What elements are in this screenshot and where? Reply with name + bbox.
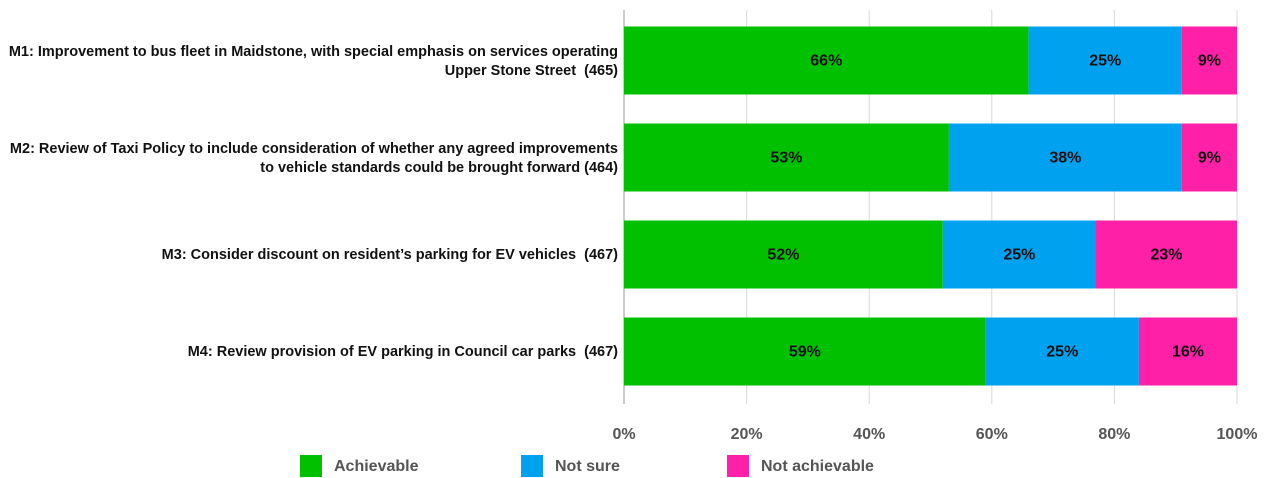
x-tick-label: 100% xyxy=(1217,426,1258,443)
bar-segment xyxy=(624,123,949,192)
data-label: 25% xyxy=(1046,344,1078,361)
legend-label: Not sure xyxy=(555,458,620,475)
category-label: M2: Review of Taxi Policy to include con… xyxy=(9,140,623,176)
bar-segment xyxy=(1096,220,1237,289)
legend-label: Not achievable xyxy=(761,458,874,475)
data-label: 52% xyxy=(767,247,799,264)
category-label: M3: Consider discount on resident’s park… xyxy=(161,247,618,263)
bar-segment xyxy=(985,317,1139,386)
data-label: 53% xyxy=(770,150,802,167)
data-label: 66% xyxy=(810,53,842,70)
bar-segment xyxy=(1181,26,1237,95)
data-label: 23% xyxy=(1150,247,1182,264)
bar-segment xyxy=(1028,26,1182,95)
category-label: M4: Review provision of EV parking in Co… xyxy=(187,344,618,360)
bar-segment xyxy=(942,220,1097,289)
x-tick-label: 80% xyxy=(1098,426,1130,443)
data-label: 9% xyxy=(1198,150,1221,167)
x-tick-label: 40% xyxy=(853,426,885,443)
bar-segment xyxy=(1181,123,1237,192)
data-label: 25% xyxy=(1089,53,1121,70)
data-label: 16% xyxy=(1172,344,1204,361)
bar-segment xyxy=(948,123,1182,192)
bar-segment xyxy=(624,26,1029,95)
data-label: 59% xyxy=(789,344,821,361)
x-tick-label: 0% xyxy=(612,426,635,443)
bar-segment xyxy=(624,317,986,386)
legend-swatch xyxy=(521,455,543,477)
legend-swatch xyxy=(727,455,749,477)
x-tick-label: 20% xyxy=(731,426,763,443)
category-label: M1: Improvement to bus fleet in Maidston… xyxy=(8,43,623,79)
legend-label: Achievable xyxy=(334,458,419,475)
data-label: 38% xyxy=(1049,150,1081,167)
data-label: 9% xyxy=(1198,53,1221,70)
bar-segment xyxy=(1138,317,1237,386)
x-tick-label: 60% xyxy=(976,426,1008,443)
bar-segment xyxy=(624,220,943,289)
legend-swatch xyxy=(300,455,322,477)
data-label: 25% xyxy=(1003,247,1035,264)
